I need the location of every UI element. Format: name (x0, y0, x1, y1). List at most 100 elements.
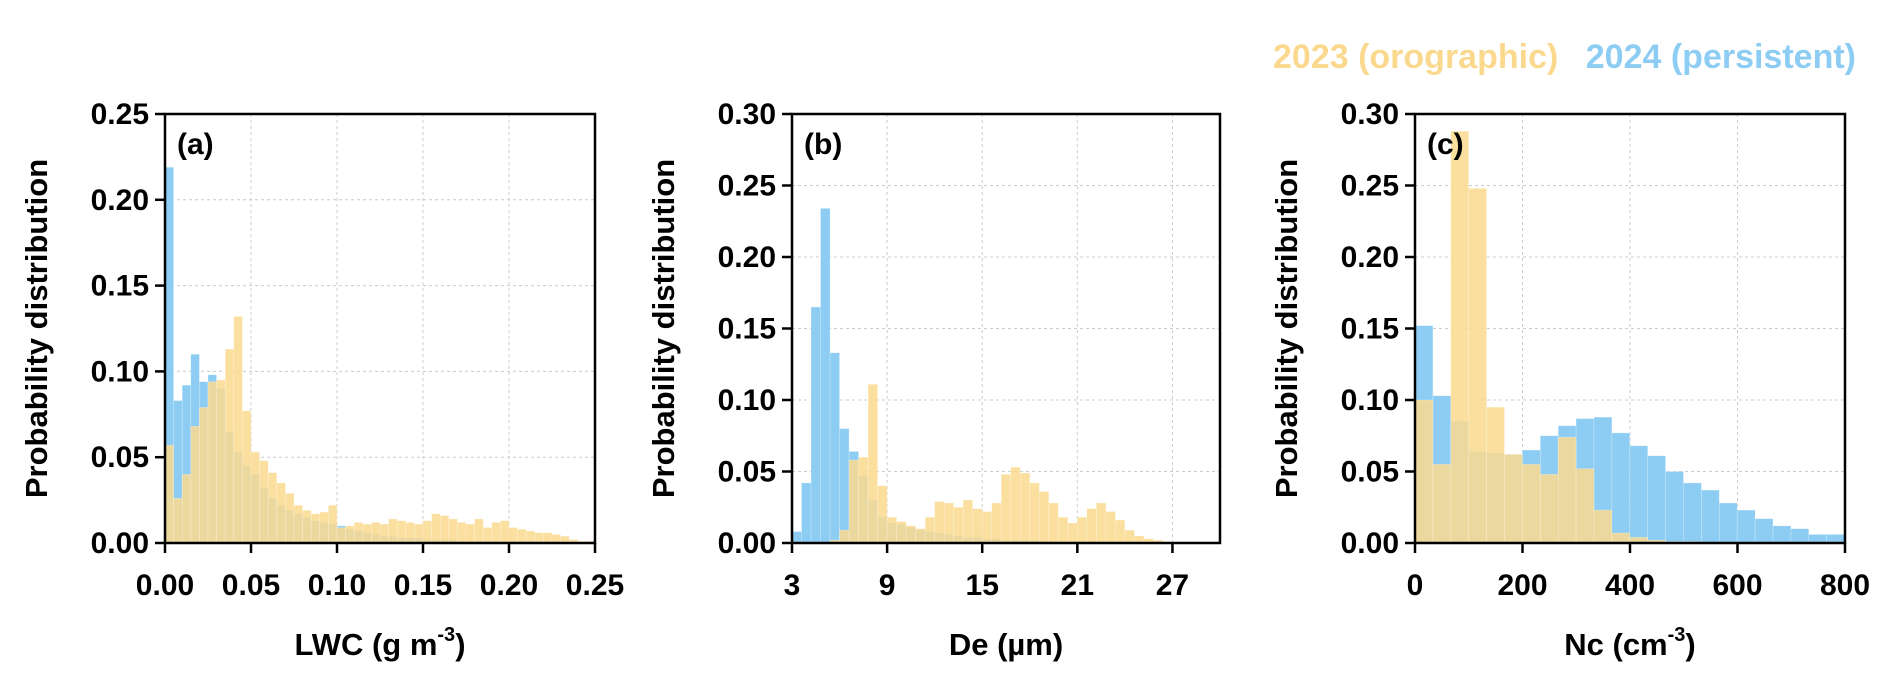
bar-orographic (164, 444, 174, 544)
panel-a: 0.00 0.05 0.10 0.15 0.20 0.25 0.00 0.05 0.10 0.15… (19, 98, 624, 662)
bar-persistent (820, 208, 831, 544)
bar-orographic (981, 511, 993, 544)
bar-orographic (293, 504, 303, 544)
bar-orographic (1077, 516, 1088, 544)
y-axis-title: Probability distribution (19, 159, 54, 498)
bar-orographic (319, 511, 329, 544)
bar-orographic (962, 499, 974, 544)
bar-persistent (801, 482, 812, 544)
y-tick-label: 0.15 (1341, 313, 1399, 346)
x-tick-label: 21 (1061, 569, 1094, 602)
legend: 2023 (orographic) 2024 (persistent) (1255, 38, 1856, 77)
bar-orographic (1019, 472, 1031, 544)
legend-orographic: 2023 (orographic) (1273, 38, 1559, 76)
x-tick-label: 0.20 (480, 569, 538, 602)
bar-orographic (517, 528, 527, 544)
bar-persistent (810, 306, 821, 544)
bar-orographic (388, 518, 398, 544)
bar-orographic (310, 513, 321, 544)
bar-orographic (848, 459, 859, 544)
bar-orographic (181, 474, 192, 544)
bar-orographic (1539, 474, 1559, 544)
bar-persistent (1736, 509, 1756, 544)
bar-orographic (1010, 466, 1021, 544)
bar-orographic (242, 410, 252, 544)
x-axis-title: Nc (cm-3) (1564, 624, 1696, 662)
bar-orographic (953, 506, 964, 544)
bar-orographic (216, 379, 226, 544)
bar-orographic (867, 383, 878, 544)
bar-orographic (934, 501, 945, 544)
bar-orographic (924, 516, 935, 544)
panel-label: (a) (177, 128, 214, 161)
bar-persistent (1718, 502, 1738, 544)
bar-orographic (1000, 474, 1012, 544)
bar-orographic (896, 521, 907, 544)
bar-persistent (1701, 489, 1720, 544)
x-tick-label: 400 (1605, 569, 1655, 602)
bar-orographic (905, 525, 916, 544)
bar-orographic (1058, 516, 1069, 544)
x-axis-title: LWC (g m-3) (294, 624, 465, 662)
bar-orographic (1048, 502, 1059, 544)
bar-orographic (362, 523, 372, 544)
x-tick-label: 0 (1407, 569, 1424, 602)
bar-orographic (233, 316, 243, 544)
bar-orographic (259, 460, 269, 544)
panel-b: 0.00 0.05 0.10 0.15 0.20 0.25 0.30 3 9 15 21 27 (b) P… (646, 98, 1222, 662)
bar-persistent (1772, 525, 1792, 544)
bar-orographic (1575, 468, 1595, 544)
bar-persistent (1808, 534, 1827, 544)
y-tick-label: 0.30 (718, 98, 776, 131)
y-tick-label: 0.25 (1341, 170, 1399, 203)
bar-persistent (1647, 455, 1666, 544)
bar-orographic (1038, 491, 1050, 544)
y-tick-label: 0.20 (718, 241, 776, 274)
bar-orographic (379, 523, 389, 544)
bar-orographic (551, 534, 561, 544)
bar-orographic (414, 523, 424, 544)
bar-orographic (1522, 464, 1541, 544)
y-tick-label: 0.00 (91, 527, 149, 560)
bar-orographic (1486, 406, 1505, 544)
bar-persistent (839, 428, 850, 544)
bar-persistent (1611, 432, 1631, 544)
bar-orographic (1029, 482, 1040, 544)
bar-orographic (224, 348, 235, 544)
y-tick-label: 0.25 (718, 170, 776, 203)
bar-orographic (396, 520, 407, 544)
y-tick-label: 0.20 (1341, 241, 1399, 274)
bar-orographic (336, 527, 346, 544)
x-tick-label: 3 (784, 569, 801, 602)
bar-orographic (371, 522, 381, 544)
panel-label: (c) (1427, 128, 1464, 161)
bar-orographic (431, 513, 441, 544)
bar-orographic (457, 522, 467, 544)
bar-orographic (1593, 509, 1613, 544)
y-tick-label: 0.05 (718, 456, 776, 489)
bar-orographic (491, 522, 501, 544)
bar-orographic (915, 528, 926, 544)
y-tick-label: 0.30 (1341, 98, 1399, 131)
bar-orographic (405, 522, 415, 544)
bar-orographic (345, 525, 355, 544)
bar-orographic (508, 527, 518, 544)
bar-persistent (829, 352, 840, 544)
x-tick-label: 9 (879, 569, 896, 602)
y-tick-label: 0.15 (91, 270, 149, 303)
y-tick-label: 0.25 (91, 98, 149, 131)
bar-orographic (1067, 522, 1078, 544)
y-tick-label: 0.05 (1341, 456, 1399, 489)
bar-orographic (482, 527, 493, 544)
x-tick-label: 0.25 (566, 569, 624, 602)
bar-orographic (173, 498, 183, 544)
y-tick-label: 0.00 (1341, 527, 1399, 560)
panel-label: (b) (804, 128, 842, 161)
bar-orographic (543, 532, 553, 544)
bar-orographic (328, 504, 338, 544)
bar-persistent (1665, 471, 1684, 544)
y-axis-title: Probability distribution (646, 159, 681, 498)
bar-orographic (439, 515, 450, 544)
bar-orographic (285, 492, 295, 544)
bar-orographic (886, 516, 897, 544)
